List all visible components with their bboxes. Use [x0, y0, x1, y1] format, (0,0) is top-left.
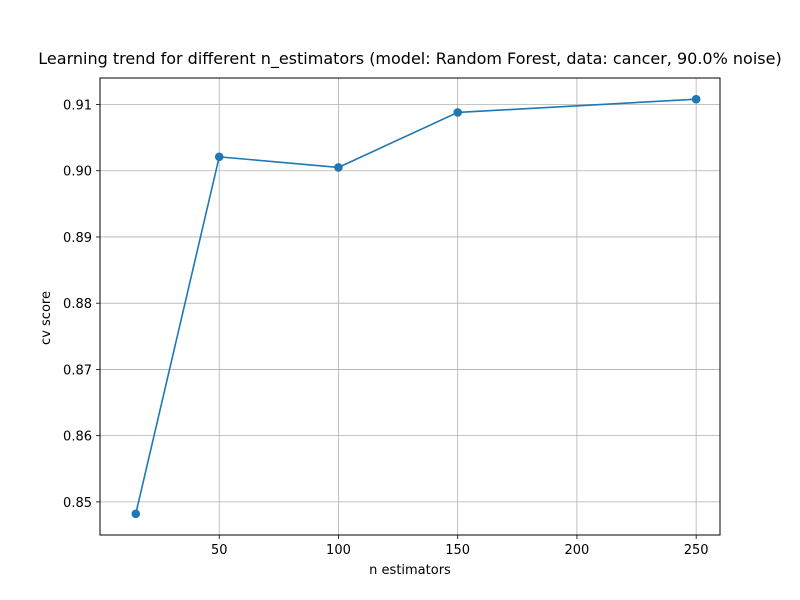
x-tick-label: 200 — [565, 543, 590, 558]
y-tick-label: 0.85 — [63, 496, 92, 511]
plot-frame — [99, 77, 721, 536]
data-point — [691, 94, 701, 104]
y-tick-label: 0.88 — [63, 297, 92, 312]
x-tick-label: 50 — [211, 543, 228, 558]
x-axis-label: n estimators — [369, 563, 451, 578]
y-tick-label: 0.89 — [63, 231, 92, 246]
data-point — [214, 152, 224, 162]
data-point — [453, 108, 462, 117]
x-tick-label: 100 — [326, 543, 351, 558]
data-point — [131, 509, 141, 519]
grid-layer — [100, 78, 720, 535]
chart-title: Learning trend for different n_estimator… — [38, 49, 781, 69]
series-layer — [131, 94, 701, 519]
y-axis-label: cv score — [39, 291, 54, 345]
y-tick-label: 0.86 — [63, 430, 92, 445]
y-tick-label: 0.87 — [63, 363, 92, 378]
y-tick-label: 0.91 — [63, 98, 92, 113]
x-tick-label: 150 — [445, 543, 470, 558]
tick-layer: 50 100 150 200 250 0.85 0.86 0.87 0.88 0.89 0.90 0.… — [63, 98, 709, 558]
data-point — [334, 163, 343, 172]
x-tick-label: 250 — [684, 543, 709, 558]
y-tick-label: 0.90 — [63, 165, 92, 180]
